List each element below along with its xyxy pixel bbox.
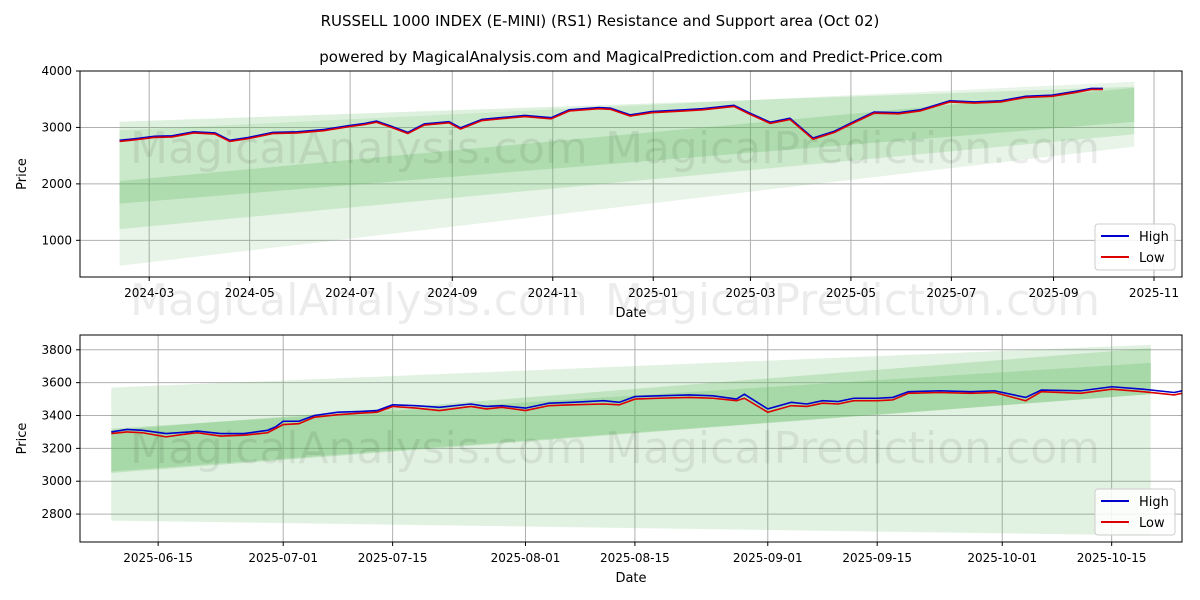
support-resistance-band <box>119 87 1135 204</box>
y-tick-label: 3200 <box>41 441 72 455</box>
x-axis-label: Date <box>615 571 646 586</box>
chart-subtitle: powered by MagicalAnalysis.com and Magic… <box>319 48 943 66</box>
y-tick-label: 4000 <box>41 64 72 78</box>
axes-frame <box>79 70 1183 278</box>
x-tick-label: 2025-09-15 <box>842 551 912 565</box>
x-tick-label: 2025-01 <box>628 286 678 300</box>
x-tick-label: 2024-03 <box>124 286 174 300</box>
x-tick-label: 2025-03 <box>725 286 775 300</box>
y-tick-label: 3000 <box>41 120 72 134</box>
x-tick-label: 2025-07-01 <box>248 551 318 565</box>
support-resistance-band <box>111 344 1151 536</box>
watermark-text: MagicalPrediction.com <box>605 123 1100 174</box>
band-group <box>111 344 1151 536</box>
y-tick-label: 2000 <box>41 177 72 191</box>
series-group <box>111 385 1182 438</box>
x-tick-label: 2025-09-01 <box>733 551 803 565</box>
x-tick-label: 2025-07-15 <box>358 551 428 565</box>
x-tick-label: 2025-11 <box>1129 286 1179 300</box>
legend-high-label: High <box>1139 495 1169 510</box>
x-tick-label: 2025-10-01 <box>967 551 1037 565</box>
y-tick-label: 2800 <box>41 507 72 521</box>
y-axis-label: Price <box>15 158 30 190</box>
support-resistance-band <box>111 362 1151 472</box>
legend-low-label: Low <box>1139 516 1165 531</box>
support-resistance-band <box>111 348 1151 473</box>
y-axis-label: Price <box>15 423 30 455</box>
x-tick-label: 2025-10-15 <box>1077 551 1147 565</box>
legend-low-label: Low <box>1139 251 1165 266</box>
x-tick-label: 2025-08-01 <box>491 551 561 565</box>
watermark-text: MagicalPrediction.com <box>605 423 1100 474</box>
y-tick-label: 3800 <box>41 343 72 357</box>
x-tick-label: 2024-11 <box>528 286 578 300</box>
bottom-panel: MagicalAnalysis.com MagicalPrediction.com… <box>15 334 1183 586</box>
high-series-line <box>119 87 1103 142</box>
x-tick-label: 2025-09 <box>1028 286 1078 300</box>
y-tick-label: 3400 <box>41 409 72 423</box>
x-tick-label: 2024-07 <box>325 286 375 300</box>
watermark-text: MagicalAnalysis.com <box>130 123 588 174</box>
watermark-text: MagicalPrediction.com <box>605 275 1100 326</box>
x-tick-label: 2025-05 <box>826 286 876 300</box>
y-tick-label: 1000 <box>41 233 72 247</box>
low-series-line <box>111 388 1182 438</box>
x-tick-label: 2024-05 <box>225 286 275 300</box>
y-tick-label: 3600 <box>41 376 72 390</box>
x-tick-label: 2025-07 <box>926 286 976 300</box>
legend-high-label: High <box>1139 230 1169 245</box>
x-tick-label: 2025-06-15 <box>123 551 193 565</box>
high-series-line <box>111 385 1182 435</box>
x-axis-label: Date <box>615 306 646 321</box>
watermark-text: MagicalAnalysis.com <box>130 275 588 326</box>
series-group <box>119 87 1103 143</box>
chart-title: RUSSELL 1000 INDEX (E-MINI) (RS1) Resist… <box>321 12 880 30</box>
top-panel: MagicalAnalysis.com MagicalPrediction.com… <box>15 64 1183 326</box>
x-tick-label: 2025-08-15 <box>600 551 670 565</box>
support-resistance-band <box>119 81 1135 266</box>
axes-frame <box>79 334 1183 543</box>
y-tick-label: 3000 <box>41 474 72 488</box>
low-series-line <box>119 88 1103 143</box>
x-tick-label: 2024-09 <box>427 286 477 300</box>
